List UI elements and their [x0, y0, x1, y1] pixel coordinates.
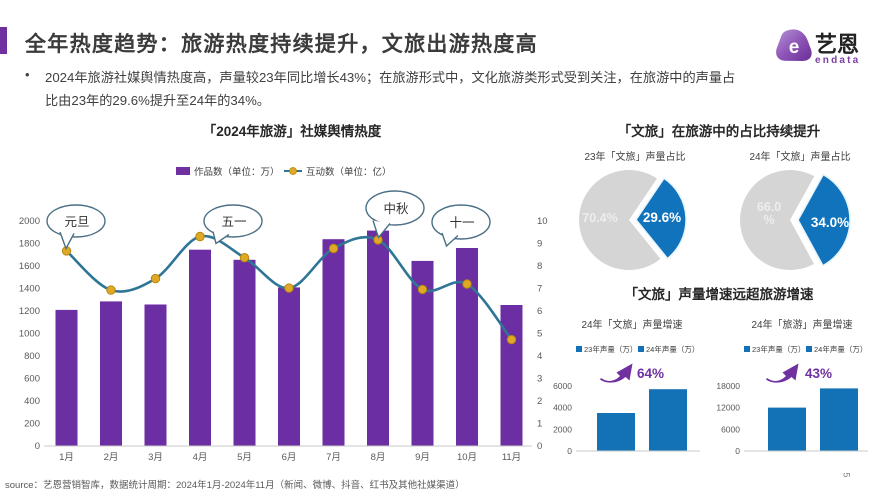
svg-text:endata: endata	[815, 55, 860, 66]
svg-text:18000: 18000	[716, 381, 740, 391]
svg-text:9: 9	[537, 239, 542, 250]
svg-text:%: %	[763, 213, 774, 227]
svg-text:9月: 9月	[415, 452, 430, 463]
svg-text:1000: 1000	[19, 329, 40, 340]
svg-text:0: 0	[567, 446, 572, 456]
svg-text:1800: 1800	[19, 239, 40, 250]
svg-text:1200: 1200	[19, 306, 40, 317]
svg-text:400: 400	[24, 396, 40, 407]
svg-text:2000: 2000	[553, 424, 572, 434]
svg-text:「2024年旅游」社媒舆情热度: 「2024年旅游」社媒舆情热度	[203, 123, 382, 139]
svg-text:「文旅」声量增速远超旅游增速: 「文旅」声量增速远超旅游增速	[625, 286, 814, 302]
svg-text:23年声量（万）: 23年声量（万）	[752, 344, 805, 354]
svg-text:1月: 1月	[59, 452, 74, 463]
svg-text:200: 200	[24, 419, 40, 430]
svg-text:64%: 64%	[637, 366, 664, 381]
svg-text:11月: 11月	[502, 452, 521, 463]
svg-text:元旦: 元旦	[64, 215, 89, 229]
svg-text:24年「旅游」声量增速: 24年「旅游」声量增速	[751, 318, 852, 331]
svg-text:23年「文旅」声量占比: 23年「文旅」声量占比	[584, 150, 685, 163]
svg-text:1400: 1400	[19, 284, 40, 295]
svg-text:34.0%: 34.0%	[811, 215, 849, 230]
svg-text:6000: 6000	[721, 424, 740, 434]
svg-text:1600: 1600	[19, 261, 40, 272]
svg-text:5: 5	[537, 329, 542, 340]
svg-text:2: 2	[537, 396, 542, 407]
svg-text:互动数（单位：亿）: 互动数（单位：亿）	[306, 166, 392, 178]
svg-text:「文旅」在旅游中的占比持续提升: 「文旅」在旅游中的占比持续提升	[618, 123, 821, 139]
svg-text:4000: 4000	[553, 403, 572, 413]
svg-text:4月: 4月	[193, 452, 208, 463]
svg-text:五一: 五一	[221, 215, 246, 229]
svg-text:1: 1	[537, 419, 542, 430]
svg-text:10月: 10月	[457, 452, 477, 463]
svg-text:e: e	[789, 37, 800, 58]
svg-text:7月: 7月	[326, 452, 341, 463]
svg-text:8月: 8月	[371, 452, 386, 463]
svg-text:43%: 43%	[805, 366, 832, 381]
svg-text:7: 7	[537, 284, 542, 295]
svg-text:24年声量（万）: 24年声量（万）	[814, 344, 867, 354]
svg-text:0: 0	[35, 441, 40, 452]
svg-text:70.4%: 70.4%	[582, 211, 617, 225]
svg-text:中秋: 中秋	[383, 201, 409, 216]
svg-text:0: 0	[537, 441, 542, 452]
svg-text:29.6%: 29.6%	[643, 210, 681, 225]
svg-text:4: 4	[537, 351, 542, 362]
svg-text:600: 600	[24, 374, 40, 385]
svg-text:2月: 2月	[104, 452, 119, 463]
svg-text:艺恩: 艺恩	[815, 32, 859, 57]
svg-text:23年声量（万）: 23年声量（万）	[584, 344, 637, 354]
svg-text:作品数（单位：万）: 作品数（单位：万）	[194, 166, 280, 178]
svg-text:24年「文旅」声量占比: 24年「文旅」声量占比	[749, 150, 850, 163]
svg-text:6月: 6月	[282, 452, 297, 463]
svg-text:0: 0	[735, 446, 740, 456]
svg-text:10: 10	[537, 216, 548, 227]
svg-text:12000: 12000	[716, 403, 740, 413]
svg-text:24年「文旅」声量增速: 24年「文旅」声量增速	[581, 318, 682, 331]
svg-text:66.0: 66.0	[757, 200, 781, 214]
svg-text:8: 8	[537, 261, 542, 272]
svg-text:3: 3	[537, 374, 542, 385]
svg-text:800: 800	[24, 351, 40, 362]
svg-text:24年声量（万）: 24年声量（万）	[646, 344, 699, 354]
svg-text:3月: 3月	[148, 452, 163, 463]
svg-text:6: 6	[537, 306, 542, 317]
svg-text:十一: 十一	[449, 216, 474, 230]
svg-text:6000: 6000	[553, 381, 572, 391]
svg-text:5月: 5月	[237, 452, 252, 463]
svg-text:2000: 2000	[19, 216, 40, 227]
